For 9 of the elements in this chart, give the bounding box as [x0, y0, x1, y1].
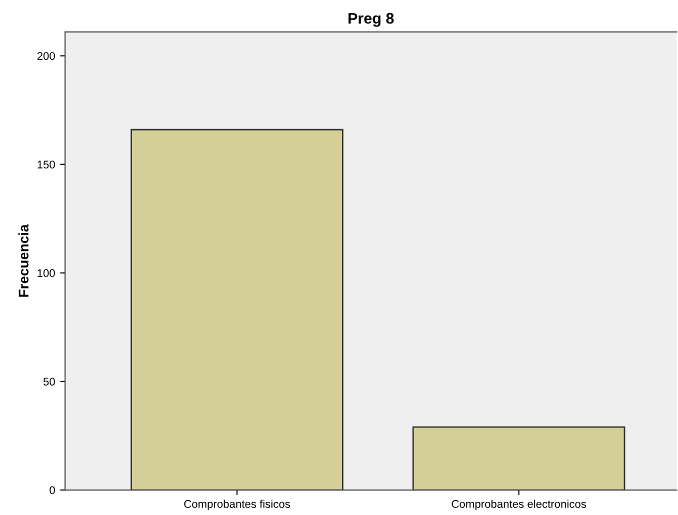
y-tick-label: 50	[43, 378, 55, 386]
x-tick-label: Comprobantes electronicos	[452, 500, 586, 510]
y-tick-label: 150	[38, 160, 55, 168]
x-tick-label: Comprobantes fisicos	[184, 500, 290, 510]
y-axis-title: Frecuencia	[18, 224, 29, 297]
y-tick-label: 200	[37, 52, 55, 60]
chart-title: Preg 8	[348, 12, 394, 27]
y-tick-label: 0	[50, 486, 55, 494]
y-tick-label: 100	[38, 269, 55, 278]
